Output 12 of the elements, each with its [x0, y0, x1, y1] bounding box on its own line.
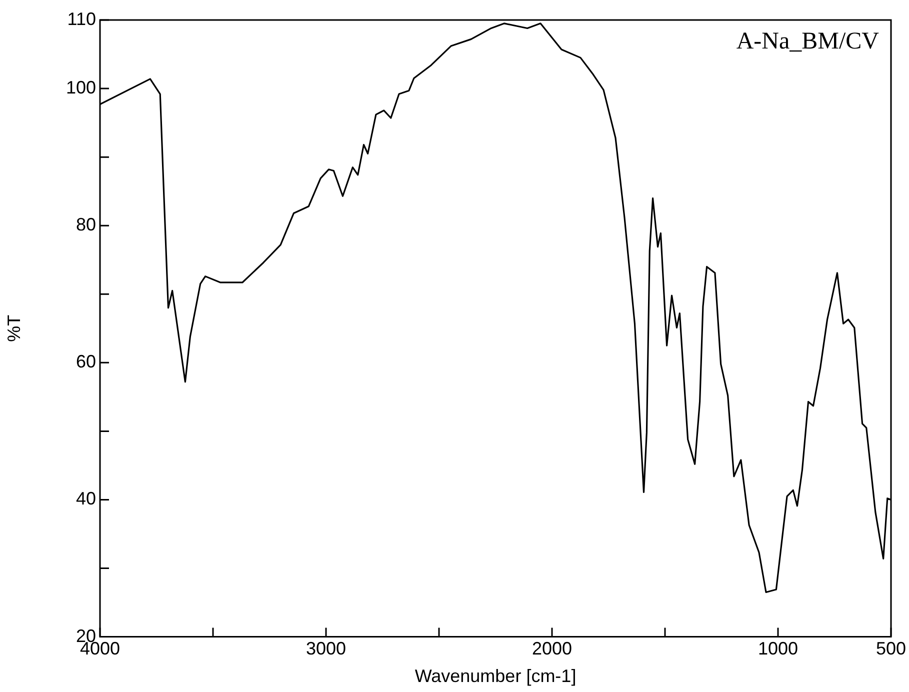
x-tick-label: 3000	[306, 638, 346, 659]
y-tick-label: 100	[66, 78, 96, 98]
y-tick-label: 60	[76, 352, 96, 372]
y-tick-label: 80	[76, 214, 96, 235]
y-tick-label: 40	[76, 488, 96, 509]
y-axis-title: %T	[4, 314, 24, 342]
x-tick-label: 500	[876, 638, 906, 659]
x-tick-label: 1000	[758, 638, 798, 659]
x-axis-title: Wavenumber [cm-1]	[414, 666, 576, 686]
y-tick-label: 110	[67, 8, 96, 29]
annotation: A-Na_BM/CV	[736, 28, 880, 54]
x-tick-label: 2000	[532, 638, 572, 659]
